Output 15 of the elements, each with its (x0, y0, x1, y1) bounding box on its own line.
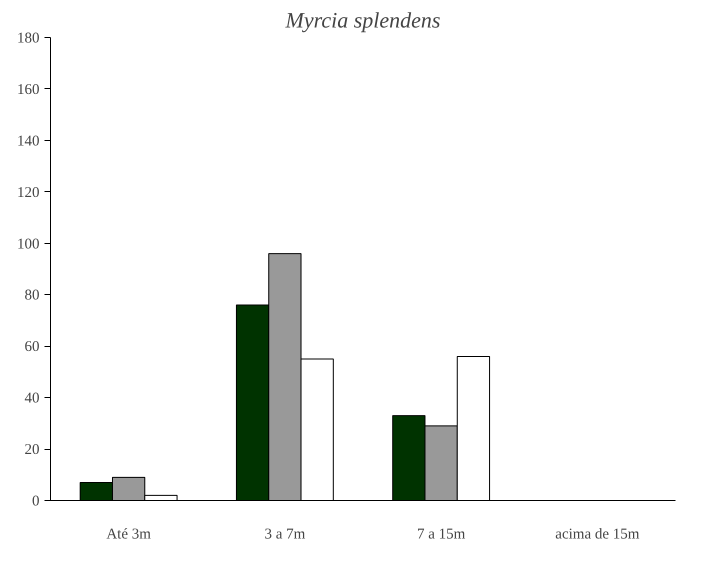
x-tick-label: 3 a 7m (264, 526, 306, 542)
x-tick-label: acima de 15m (555, 526, 640, 542)
y-tick-label: 20 (24, 442, 40, 458)
y-tick-label: 180 (17, 30, 40, 46)
y-tick-label: 0 (32, 494, 40, 510)
y-tick-label: 100 (17, 236, 40, 252)
y-tick-label: 140 (17, 133, 40, 150)
chart-title: Myrcia splendens (284, 8, 440, 32)
y-tick-label: 60 (24, 339, 40, 356)
y-tick-label: 40 (24, 390, 40, 407)
x-tick-label: 7 a 15m (416, 526, 466, 542)
x-tick-label: Até 3m (106, 526, 152, 542)
y-tick-label: 160 (17, 82, 40, 98)
y-tick-label: 120 (17, 184, 40, 201)
y-tick-label: 80 (24, 288, 40, 304)
